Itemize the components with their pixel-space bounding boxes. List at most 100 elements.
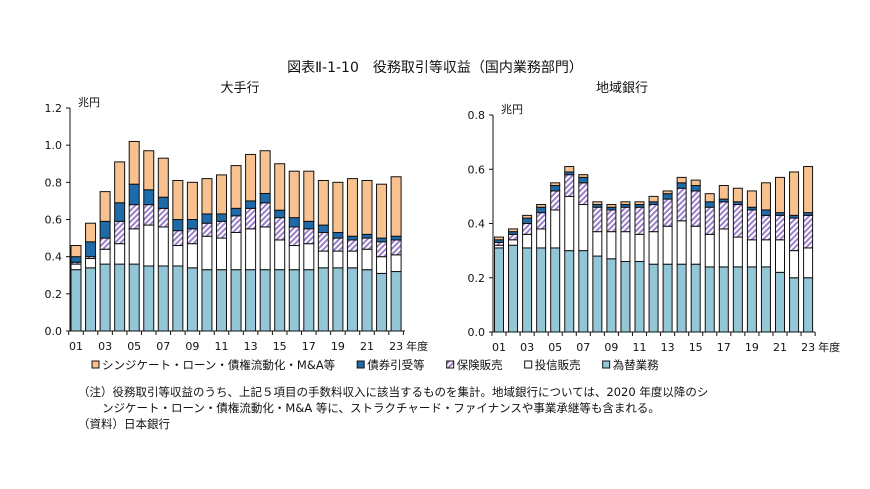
bar-segment bbox=[114, 220, 126, 245]
x-tick-label: 07 bbox=[576, 341, 590, 354]
bar-segment bbox=[201, 213, 213, 224]
x-tick-label: 23 bbox=[801, 341, 815, 354]
bar-segment bbox=[157, 265, 169, 332]
bar-segment bbox=[376, 183, 388, 239]
bar-segment bbox=[288, 245, 300, 271]
bar-segment bbox=[550, 190, 561, 211]
x-tick-label: 21 bbox=[360, 340, 374, 353]
bar-segment bbox=[85, 241, 97, 258]
y-tick-label: 1.2 bbox=[45, 102, 63, 115]
bar-segment bbox=[346, 267, 358, 332]
bar-segment bbox=[803, 277, 814, 333]
bar-segment bbox=[718, 228, 729, 268]
bar-segment bbox=[522, 233, 533, 249]
x-tick-label: 13 bbox=[661, 341, 675, 354]
bar-segment bbox=[564, 174, 575, 197]
bar-segment bbox=[760, 266, 771, 333]
bar-segment bbox=[690, 225, 701, 265]
bar-segment bbox=[578, 174, 589, 178]
bar-segment bbox=[303, 269, 315, 332]
y-axis-unit: 兆円 bbox=[501, 103, 523, 116]
bar-segment bbox=[648, 263, 659, 333]
bar-segment bbox=[376, 241, 388, 258]
bar-segment bbox=[245, 269, 257, 332]
bar-segment bbox=[317, 179, 329, 226]
bar-segment bbox=[592, 201, 603, 206]
bar-segment bbox=[274, 209, 286, 219]
bar-segment bbox=[245, 153, 257, 202]
bar-segment bbox=[564, 195, 575, 252]
y-tick-label: 0.8 bbox=[45, 176, 63, 189]
x-tick-label: 09 bbox=[604, 341, 618, 354]
bar-segment bbox=[494, 236, 504, 241]
bar-segment bbox=[303, 243, 315, 271]
bar-segment bbox=[578, 176, 589, 184]
bar-segment bbox=[346, 250, 358, 269]
x-tick-label: 03 bbox=[520, 341, 534, 354]
x-tick-label: 05 bbox=[127, 340, 141, 353]
bar-segment bbox=[114, 263, 126, 332]
bar-segment bbox=[288, 170, 300, 219]
x-tick-label: 09 bbox=[185, 340, 199, 353]
legend-swatch bbox=[91, 360, 100, 369]
bar-segment bbox=[99, 248, 111, 265]
bar-segment bbox=[70, 263, 82, 271]
bar-segment bbox=[346, 239, 358, 252]
bar-segment bbox=[676, 187, 687, 222]
x-tick-label: 21 bbox=[773, 341, 787, 354]
bar-segment bbox=[606, 258, 617, 333]
bar-segment bbox=[662, 225, 673, 265]
bar-segment bbox=[508, 233, 519, 241]
bar-segment bbox=[143, 150, 155, 191]
legend-label: 保険販売 bbox=[457, 358, 503, 372]
bar-segment bbox=[216, 237, 227, 271]
bar-segment bbox=[536, 212, 547, 230]
bar-segment bbox=[332, 250, 344, 269]
bar-segment bbox=[550, 209, 561, 249]
bar-segment bbox=[288, 269, 300, 332]
legend-item: 債券引受等 bbox=[356, 358, 425, 372]
y-tick-label: 0.4 bbox=[45, 251, 63, 264]
bar-segment bbox=[390, 254, 402, 273]
bar-segment bbox=[508, 228, 519, 233]
bar-segment bbox=[143, 224, 155, 267]
bar-segment bbox=[536, 204, 547, 208]
y-tick-label: 0.4 bbox=[468, 218, 486, 231]
bar-segment bbox=[85, 267, 97, 332]
bar-segment bbox=[620, 206, 631, 233]
legend-label: 投信販売 bbox=[535, 358, 581, 372]
bar-segment bbox=[690, 190, 701, 227]
bar-segment bbox=[606, 209, 617, 233]
bar-segment bbox=[789, 250, 800, 279]
bar-segment bbox=[536, 206, 547, 214]
bar-segment bbox=[143, 265, 155, 332]
bar-segment bbox=[390, 235, 402, 241]
bar-segment bbox=[230, 215, 242, 234]
bar-segment bbox=[789, 217, 800, 252]
bar-segment bbox=[690, 263, 701, 333]
bar-segment bbox=[634, 206, 645, 235]
y-tick-label: 0.6 bbox=[45, 214, 63, 227]
bar-segment bbox=[288, 217, 300, 228]
bar-segment bbox=[732, 236, 743, 268]
bar-segment bbox=[606, 231, 617, 260]
bar-segment bbox=[114, 243, 126, 265]
bar-segment bbox=[201, 235, 213, 271]
bar-segment bbox=[775, 214, 785, 241]
bar-segment bbox=[128, 140, 140, 185]
bar-segment bbox=[230, 269, 242, 332]
bar-segment bbox=[789, 171, 800, 216]
bar-segment bbox=[746, 190, 757, 208]
bar-segment bbox=[128, 183, 140, 206]
bar-segment bbox=[230, 207, 242, 217]
bar-segment bbox=[620, 231, 631, 262]
bar-segment bbox=[376, 256, 388, 274]
bar-segment bbox=[157, 196, 169, 209]
bar-segment bbox=[775, 239, 785, 273]
bar-segment bbox=[718, 266, 729, 333]
bar-segment bbox=[361, 269, 373, 332]
x-axis-unit: 年度 bbox=[406, 339, 428, 353]
bar-segment bbox=[274, 269, 286, 332]
